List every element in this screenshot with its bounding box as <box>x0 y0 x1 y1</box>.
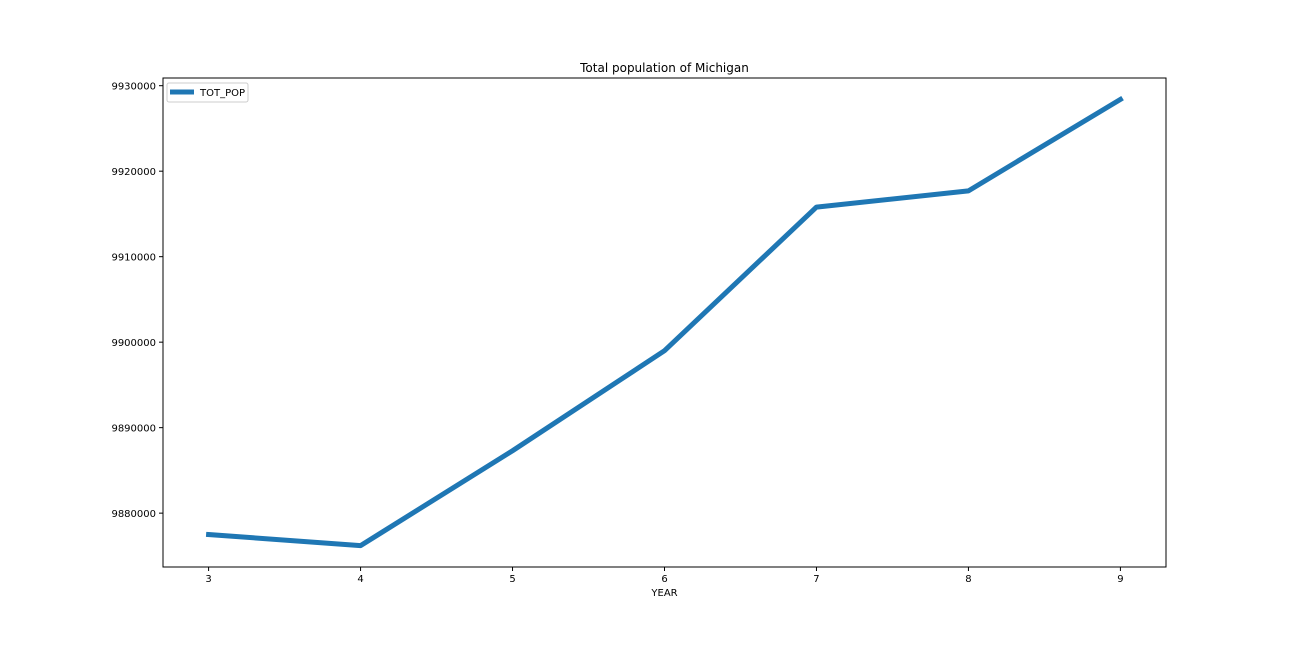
x-tick-label: 4 <box>357 574 363 585</box>
legend-box <box>166 82 249 103</box>
x-tick-label: 6 <box>661 574 667 585</box>
legend-label-tot-pop: TOT_POP <box>199 88 245 99</box>
y-tick-label: 9910000 <box>111 253 156 264</box>
x-tick-label: 9 <box>1117 574 1123 585</box>
y-tick-label: 9930000 <box>111 82 156 93</box>
x-tick-label: 3 <box>205 574 211 585</box>
series-layer <box>205 95 1124 549</box>
y-tick-label: 9890000 <box>111 424 156 435</box>
x-axis-label: YEAR <box>650 588 677 599</box>
series-line-tot-pop <box>205 95 1124 549</box>
y-tick-label: 9920000 <box>111 167 156 178</box>
x-tick-label: 8 <box>965 574 971 585</box>
legend: TOT_POP <box>166 82 249 103</box>
x-axis-ticks: 3 4 5 6 7 8 9 <box>205 567 1124 585</box>
y-tick-label: 9900000 <box>111 338 156 349</box>
plot-frame <box>162 77 1167 568</box>
y-axis-ticks: 9880000 9890000 9900000 9910000 9920000 99300… <box>111 82 163 520</box>
y-tick-label: 9880000 <box>111 509 156 520</box>
x-tick-label: 7 <box>813 574 819 585</box>
chart-title: Total population of Michigan <box>579 61 749 75</box>
x-tick-label: 5 <box>509 574 515 585</box>
